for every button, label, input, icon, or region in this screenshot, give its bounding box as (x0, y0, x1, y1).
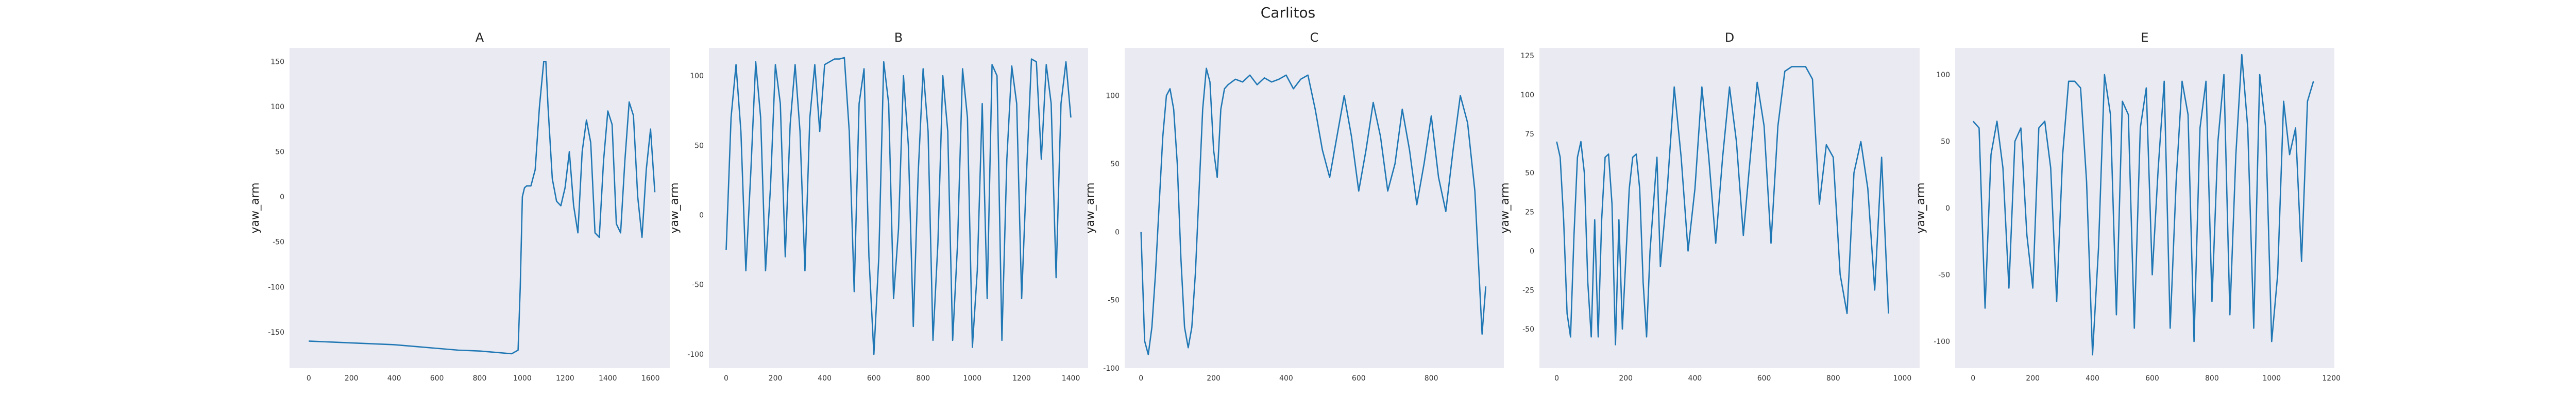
x-tick-label: 400 (387, 374, 401, 383)
y-tick-label: -50 (1522, 325, 1534, 334)
x-tick-label: 1400 (1062, 374, 1080, 383)
y-tick-label: -100 (1103, 365, 1120, 373)
y-tick-label: -50 (1938, 271, 1950, 280)
x-tick-label: 200 (1619, 374, 1633, 383)
x-tick-label: 600 (430, 374, 444, 383)
x-tick-label: 1400 (599, 374, 617, 383)
y-tick-label: 100 (1936, 71, 1950, 79)
y-axis-label: yaw_arm (668, 182, 681, 233)
x-tick-label: 1200 (556, 374, 574, 383)
x-tick-label: 1200 (1012, 374, 1031, 383)
x-tick-label: 0 (1971, 374, 1975, 383)
x-tick-label: 200 (2026, 374, 2040, 383)
y-tick-label: -50 (273, 238, 284, 247)
series-line (1140, 67, 1487, 355)
series-line (725, 57, 1072, 355)
y-axis-label: yaw_arm (1499, 182, 1512, 233)
x-tick-label: 200 (769, 374, 783, 383)
plot-area (1539, 48, 1920, 368)
x-tick-label: 600 (867, 374, 881, 383)
x-tick-label: 0 (1139, 374, 1143, 383)
y-tick-label: 100 (1106, 92, 1120, 100)
x-tick-label: 400 (1279, 374, 1293, 383)
x-tick-label: 1000 (963, 374, 982, 383)
subplot-title: E (2141, 30, 2148, 45)
y-tick-label: 75 (1525, 130, 1534, 139)
y-tick-label: 150 (270, 58, 284, 66)
y-tick-label: 0 (1115, 228, 1120, 236)
y-tick-label: 50 (275, 148, 284, 156)
y-tick-label: -50 (692, 281, 704, 289)
plot-area (709, 48, 1088, 368)
y-tick-label: 0 (1945, 204, 1950, 213)
x-tick-label: 600 (1352, 374, 1366, 383)
y-tick-label: 0 (280, 193, 284, 201)
subplot-title: C (1310, 30, 1319, 45)
x-tick-label: 0 (1554, 374, 1559, 383)
x-tick-label: 0 (724, 374, 728, 383)
x-tick-label: 1600 (641, 374, 660, 383)
x-tick-label: 600 (2145, 374, 2159, 383)
y-tick-label: -25 (1522, 286, 1534, 295)
plot-area (290, 48, 670, 368)
y-tick-label: 25 (1525, 209, 1534, 217)
y-axis-label: yaw_arm (249, 182, 262, 233)
subplot-title: D (1725, 30, 1734, 45)
x-tick-label: 400 (1688, 374, 1702, 383)
y-tick-label: 100 (690, 72, 704, 80)
x-tick-label: 400 (818, 374, 832, 383)
y-tick-label: 0 (1530, 247, 1534, 255)
x-tick-label: 200 (345, 374, 359, 383)
series-line (309, 61, 656, 355)
x-tick-label: 1200 (2322, 374, 2341, 383)
y-tick-label: 50 (1110, 160, 1120, 168)
x-tick-label: 1000 (1893, 374, 1912, 383)
plot-area (1125, 48, 1504, 368)
x-tick-label: 800 (2205, 374, 2219, 383)
y-axis-label: yaw_arm (1914, 182, 1927, 233)
x-tick-label: 800 (1425, 374, 1438, 383)
y-axis-label: yaw_arm (1084, 182, 1097, 233)
x-tick-label: 200 (1207, 374, 1221, 383)
x-tick-label: 400 (2086, 374, 2099, 383)
y-tick-label: -100 (268, 283, 284, 291)
y-tick-label: 100 (270, 103, 284, 111)
y-tick-label: 100 (1520, 91, 1534, 99)
y-tick-label: 0 (699, 212, 704, 220)
x-tick-label: 800 (916, 374, 930, 383)
figure-title: Carlitos (1260, 4, 1316, 21)
y-tick-label: -150 (268, 329, 284, 337)
x-tick-label: 600 (1757, 374, 1771, 383)
series-line (1556, 66, 1889, 346)
series-line (1972, 54, 2314, 356)
y-tick-label: 50 (1941, 137, 1950, 146)
x-tick-label: 1000 (2262, 374, 2281, 383)
y-tick-label: -100 (687, 351, 704, 359)
x-tick-label: 0 (307, 374, 311, 383)
x-tick-label: 800 (473, 374, 487, 383)
x-tick-label: 800 (1826, 374, 1840, 383)
y-tick-label: 50 (694, 142, 704, 150)
y-tick-label: 50 (1525, 169, 1534, 178)
y-tick-label: 125 (1520, 52, 1534, 60)
y-tick-label: -100 (1934, 338, 1950, 346)
y-tick-label: -50 (1108, 297, 1120, 305)
subplot-title: A (476, 30, 484, 45)
subplot-title: B (894, 30, 903, 45)
x-tick-label: 1000 (513, 374, 532, 383)
